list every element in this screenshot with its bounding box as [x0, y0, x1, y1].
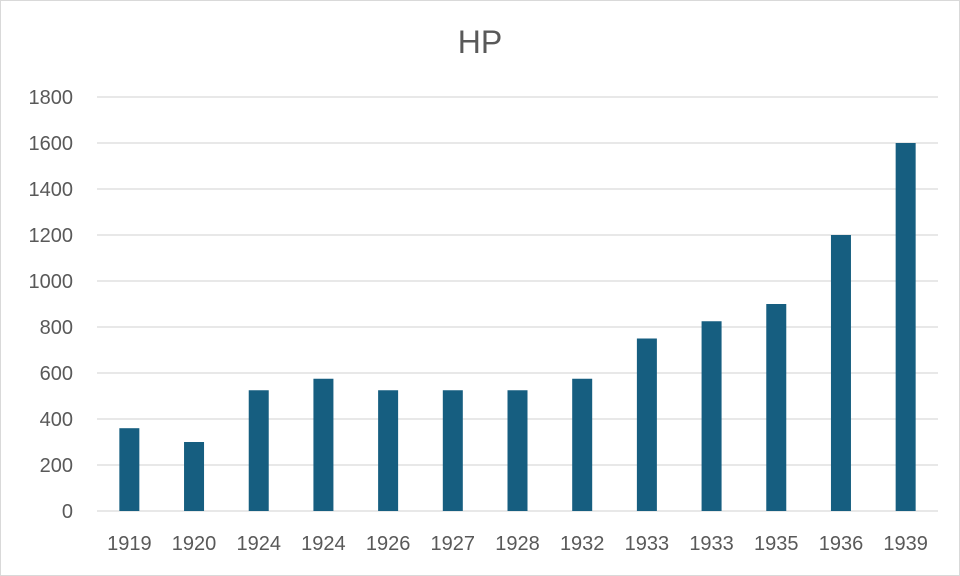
- x-tick-label: 1932: [560, 533, 605, 555]
- bar: [701, 321, 722, 511]
- bars: [119, 143, 916, 511]
- x-tick-label: 1920: [172, 533, 217, 555]
- bar: [507, 390, 528, 511]
- y-tick-label: 200: [40, 455, 73, 477]
- x-tick-label: 1924: [236, 533, 281, 555]
- x-tick-label: 1939: [883, 533, 928, 555]
- x-tick-label: 1933: [689, 533, 734, 555]
- x-tick-label: 1933: [625, 533, 670, 555]
- y-tick-label: 1000: [29, 271, 74, 293]
- x-tick-label: 1924: [301, 533, 346, 555]
- y-tick-label: 1200: [29, 225, 74, 247]
- y-tick-label: 800: [40, 317, 73, 339]
- bar: [119, 428, 140, 511]
- x-tick-label: 1928: [495, 533, 540, 555]
- y-tick-label: 0: [62, 501, 73, 523]
- bar: [830, 235, 851, 511]
- bar: [766, 304, 787, 511]
- y-axis-tick-labels: 0 200 400 600 800 1000 1200 1400 1600 1800: [29, 87, 74, 523]
- x-tick-label: 1919: [107, 533, 152, 555]
- y-tick-label: 1400: [29, 179, 74, 201]
- x-axis-tick-labels: 1919 1920 1924 1924 1926 1927 1928 1932 1933 1933…: [107, 533, 928, 555]
- y-tick-label: 400: [40, 409, 73, 431]
- bar: [313, 378, 334, 511]
- bar: [248, 390, 269, 511]
- y-tick-label: 1600: [29, 133, 74, 155]
- y-tick-label: 600: [40, 363, 73, 385]
- chart-title: HP: [457, 24, 503, 60]
- x-tick-label: 1926: [366, 533, 411, 555]
- y-tick-label: 1800: [29, 87, 74, 109]
- bar: [572, 378, 593, 511]
- x-tick-label: 1936: [819, 533, 864, 555]
- x-tick-label: 1927: [431, 533, 476, 555]
- bar: [636, 338, 657, 511]
- bar: [895, 143, 916, 511]
- bar: [442, 390, 463, 511]
- bar: [184, 442, 205, 511]
- bar: [378, 390, 399, 511]
- x-tick-label: 1935: [754, 533, 799, 555]
